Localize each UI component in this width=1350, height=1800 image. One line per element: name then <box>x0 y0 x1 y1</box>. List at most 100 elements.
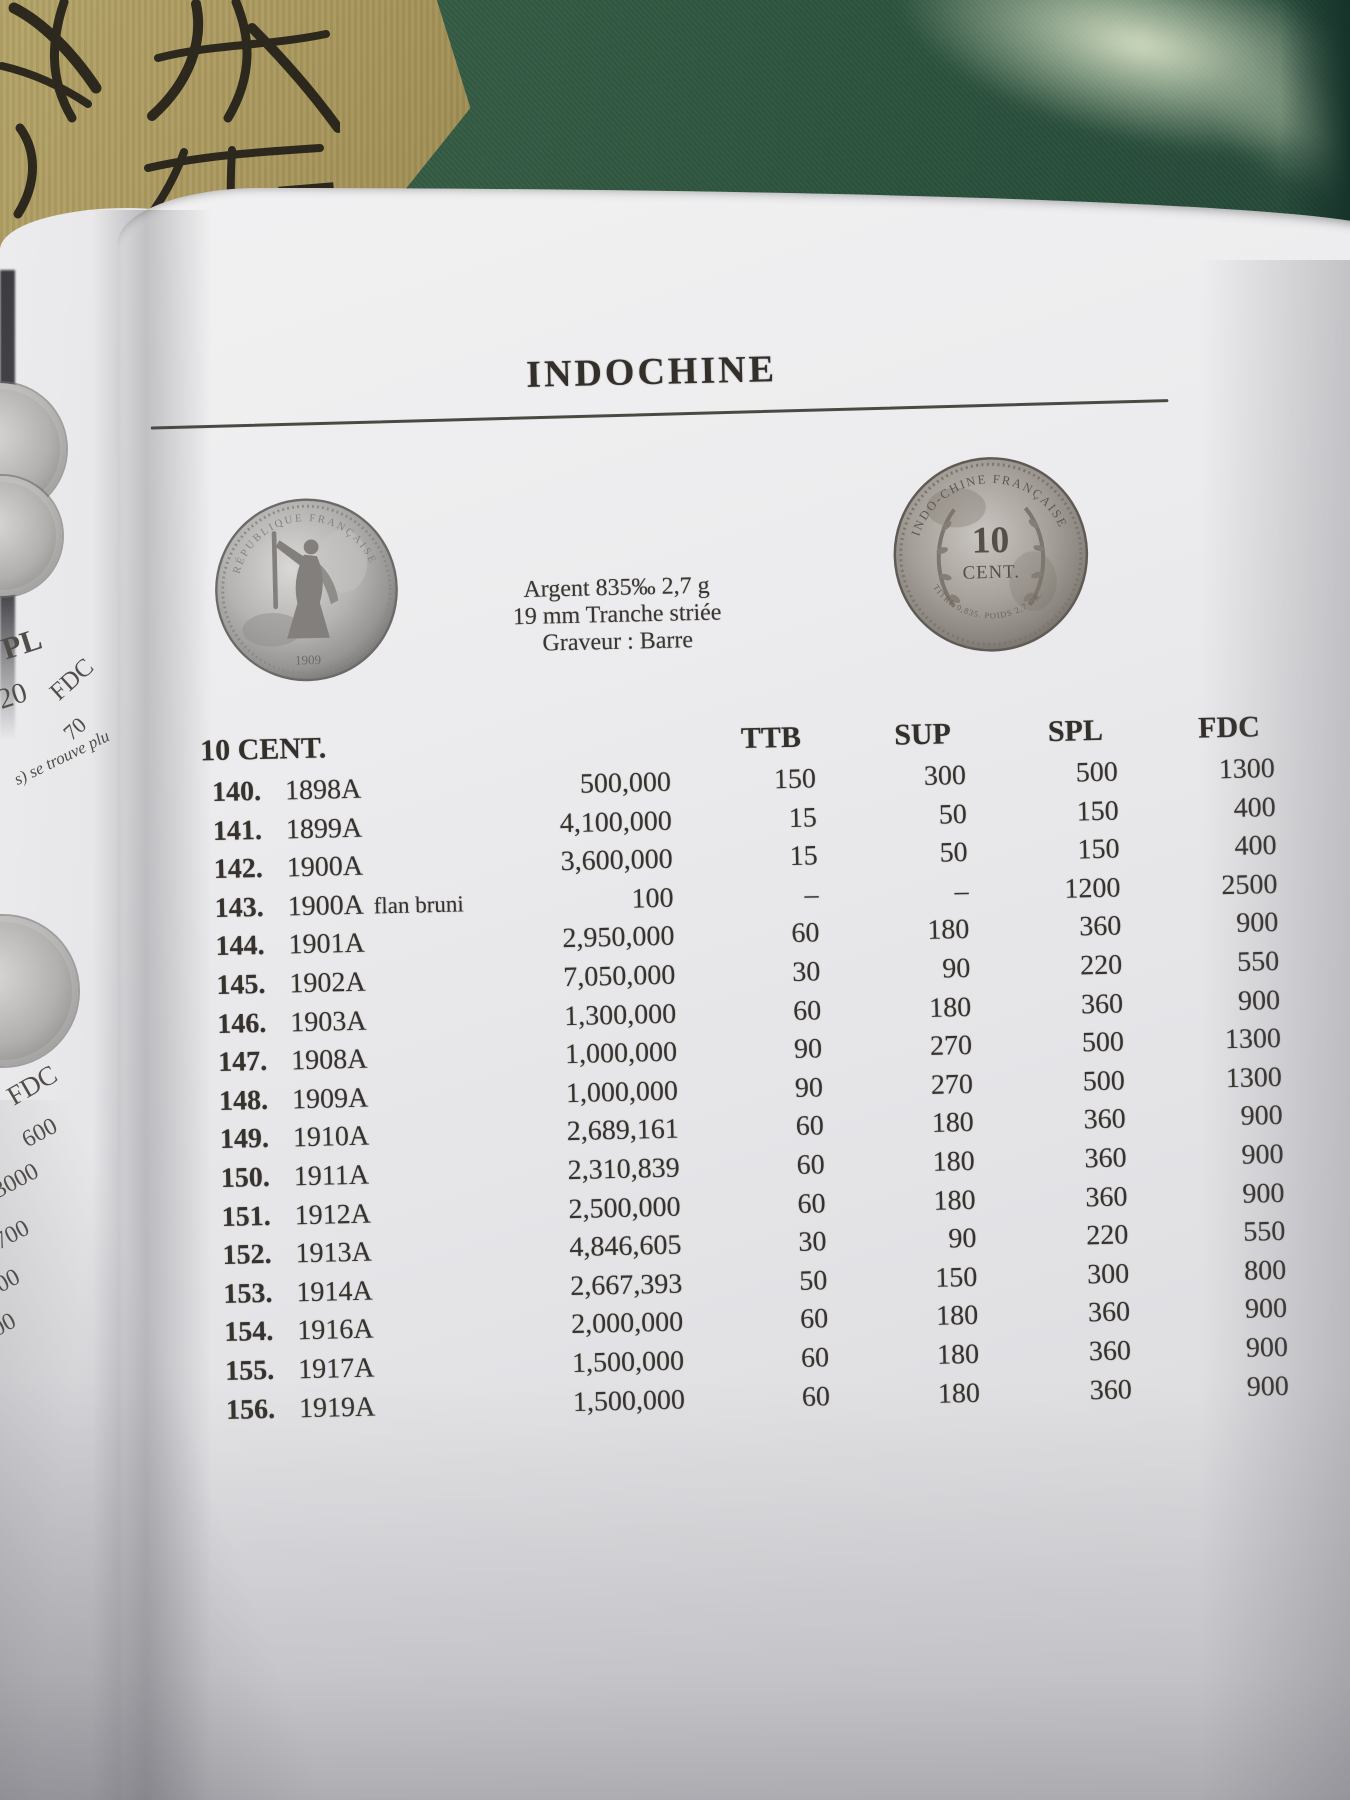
row-price-ttb: 60 <box>797 1187 826 1220</box>
row-price-spl: 360 <box>1084 1142 1127 1175</box>
book-gutter-shadow <box>92 210 212 1800</box>
row-mintage: 2,689,161 <box>566 1113 680 1148</box>
row-number: 156. <box>225 1393 276 1426</box>
row-year: 1908A <box>290 1043 368 1077</box>
row-mintage: 2,500,000 <box>568 1191 681 1225</box>
row-number: 155. <box>224 1354 275 1387</box>
title-divider <box>150 399 1169 430</box>
row-price-ttb: 60 <box>791 917 820 950</box>
row-mintage: 1,000,000 <box>564 1036 678 1071</box>
row-price-spl: 1200 <box>1064 872 1121 905</box>
row-note <box>376 1026 501 1029</box>
row-number: 146. <box>216 1007 267 1040</box>
row-price-fdc: 800 <box>1243 1254 1287 1287</box>
row-price-spl: 500 <box>1082 1065 1126 1098</box>
row-note: flan bruni <box>373 891 464 919</box>
row-mintage: 7,050,000 <box>562 959 676 994</box>
row-mintage: 1,500,000 <box>571 1345 685 1379</box>
row-price-ttb: – <box>804 879 819 911</box>
row-note <box>385 1412 510 1415</box>
section-label: 10 CENT. <box>199 731 327 768</box>
row-year: 1913A <box>295 1236 373 1270</box>
row-number: 153. <box>223 1277 273 1310</box>
row-year: 1903A <box>289 1005 367 1038</box>
column-header-spl: SPL <box>1047 713 1104 749</box>
row-price-sup: 270 <box>929 1030 973 1062</box>
row-price-sup: 180 <box>933 1184 976 1217</box>
row-price-sup: 50 <box>938 798 968 831</box>
column-header-sup: SUP <box>893 717 952 752</box>
row-price-ttb: 30 <box>798 1226 827 1258</box>
row-price-sup: 180 <box>928 991 972 1024</box>
row-mintage: 1,000,000 <box>565 1075 679 1109</box>
row-number: 143. <box>214 891 265 924</box>
row-price-ttb: 60 <box>792 994 822 1027</box>
row-mintage: 3,600,000 <box>560 843 674 878</box>
row-number: 145. <box>216 968 266 1001</box>
row-price-fdc: 900 <box>1244 1293 1288 1326</box>
row-price-spl: 220 <box>1079 949 1123 982</box>
row-year: 1911A <box>293 1159 370 1193</box>
row-price-fdc: 900 <box>1246 1370 1290 1403</box>
row-price-sup: 180 <box>936 1338 980 1371</box>
obverse-date-text: 1909 <box>295 652 321 668</box>
row-price-fdc: 900 <box>1245 1331 1289 1364</box>
row-note <box>371 795 496 798</box>
row-number: 140. <box>211 775 262 809</box>
row-price-ttb: 30 <box>791 956 821 988</box>
row-price-ttb: 60 <box>801 1380 831 1413</box>
row-price-spl: 500 <box>1081 1026 1125 1059</box>
row-mintage: 500,000 <box>579 766 672 800</box>
row-year: 1901A <box>288 928 366 961</box>
row-number: 150. <box>220 1161 271 1194</box>
row-price-ttb: 60 <box>795 1110 825 1143</box>
row-price-sup: 300 <box>923 759 967 792</box>
row-year: 1900A <box>287 889 365 923</box>
row-price-ttb: 60 <box>796 1149 826 1181</box>
row-price-sup: 180 <box>935 1300 979 1333</box>
row-price-sup: 180 <box>927 914 970 947</box>
row-price-fdc: 900 <box>1242 1177 1285 1210</box>
row-note <box>373 872 498 875</box>
row-price-sup: 90 <box>948 1222 977 1255</box>
row-price-sup: – <box>954 875 969 908</box>
row-price-ttb: 15 <box>789 840 819 873</box>
row-note <box>383 1335 508 1338</box>
column-header-ttb: TTB <box>740 720 802 756</box>
row-price-sup: 50 <box>939 837 968 869</box>
row-note <box>377 1065 502 1068</box>
row-price-fdc: 900 <box>1237 984 1281 1017</box>
row-number: 144. <box>215 930 265 963</box>
page-title: INDOCHINE <box>525 348 778 396</box>
row-price-ttb: 15 <box>788 801 818 834</box>
reverse-denomination-text: 10 <box>971 519 1010 562</box>
row-year: 1912A <box>294 1198 372 1231</box>
row-price-fdc: 550 <box>1242 1215 1286 1248</box>
row-note <box>372 833 497 836</box>
row-price-spl: 360 <box>1085 1180 1128 1213</box>
row-year: 1910A <box>292 1120 370 1154</box>
obverse-coin-image: RÉPUBLIQUE FRANÇAISE 1909 <box>215 498 398 682</box>
row-price-spl: 150 <box>1076 795 1120 828</box>
row-price-sup: 270 <box>930 1068 974 1101</box>
row-price-sup: 180 <box>937 1377 981 1410</box>
table-rows: 140. 1898A 500,000 150 300 500 1300 141.… <box>111 753 1290 1435</box>
row-note <box>375 949 500 952</box>
row-mintage: 2,950,000 <box>562 920 675 955</box>
row-note <box>382 1258 507 1261</box>
row-mintage: 100 <box>631 882 674 915</box>
row-price-fdc: 1300 <box>1224 1023 1282 1056</box>
row-price-ttb: 90 <box>793 1033 823 1066</box>
row-price-ttb: 60 <box>799 1303 829 1336</box>
left-page-fragment-00b: 00 <box>0 1307 21 1343</box>
row-mintage: 2,667,393 <box>570 1268 683 1302</box>
row-price-fdc: 900 <box>1240 1100 1284 1133</box>
row-number: 154. <box>223 1316 274 1349</box>
row-price-fdc: 2500 <box>1221 868 1278 901</box>
reverse-coin-image: INDO-CHINE FRANÇAISE 10 CENT. TITRE 0,83… <box>893 457 1089 652</box>
row-price-fdc: 900 <box>1241 1138 1284 1171</box>
row-mintage: 1,500,000 <box>572 1383 686 1418</box>
row-price-sup: 150 <box>934 1261 978 1294</box>
row-price-ttb: 150 <box>773 763 817 796</box>
